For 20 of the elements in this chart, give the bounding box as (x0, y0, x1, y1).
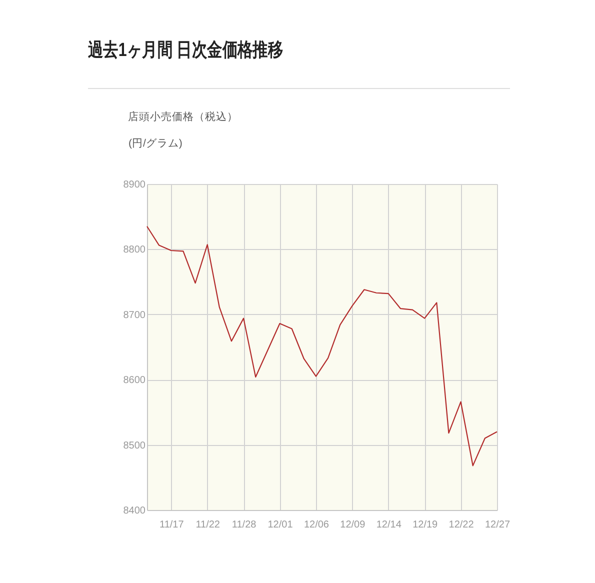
y-tick-label: 8700 (123, 310, 146, 321)
y-axis-title: (円/グラム) (128, 138, 182, 150)
chart-subtitle: 店頭小売価格（税込） (128, 110, 238, 124)
x-tick-label: 12/14 (376, 520, 402, 530)
x-tick-label: 11/17 (159, 520, 184, 530)
y-tick-label: 8500 (123, 440, 146, 452)
x-tick-label: 12/22 (448, 520, 474, 530)
y-tick-label: 8600 (123, 375, 146, 386)
x-tick-label: 11/22 (196, 520, 220, 530)
y-tick-label: 8800 (123, 244, 146, 256)
x-tick-label: 12/01 (268, 520, 294, 530)
x-tick-label: 12/27 (484, 520, 510, 530)
y-tick-label: 8400 (123, 506, 146, 516)
y-tick-label: 8900 (123, 180, 146, 190)
x-tick-label: 12/06 (304, 520, 330, 530)
line-series (146, 226, 498, 466)
x-tick-label: 11/28 (232, 520, 257, 530)
x-tick-label: 12/19 (412, 520, 438, 530)
chart-title: 過去1ヶ月間 日次金価格推移 (88, 39, 284, 63)
x-tick-label: 12/09 (340, 520, 366, 530)
